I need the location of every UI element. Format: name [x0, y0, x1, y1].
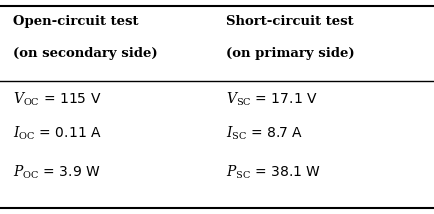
Text: (on secondary side): (on secondary side) [13, 47, 157, 60]
Text: $V_{\mathrm{OC}}$ = 115 V: $V_{\mathrm{OC}}$ = 115 V [13, 91, 102, 108]
Text: $V_{\mathrm{SC}}$ = 17.1 V: $V_{\mathrm{SC}}$ = 17.1 V [226, 91, 317, 108]
Text: (on primary side): (on primary side) [226, 47, 354, 60]
Text: Open-circuit test: Open-circuit test [13, 15, 138, 28]
Text: $I_{\mathrm{OC}}$ = 0.11 A: $I_{\mathrm{OC}}$ = 0.11 A [13, 125, 102, 143]
Text: $P_{\mathrm{SC}}$ = 38.1 W: $P_{\mathrm{SC}}$ = 38.1 W [226, 163, 321, 181]
Text: Short-circuit test: Short-circuit test [226, 15, 353, 28]
Text: $I_{\mathrm{SC}}$ = 8.7 A: $I_{\mathrm{SC}}$ = 8.7 A [226, 125, 303, 143]
Text: $P_{\mathrm{OC}}$ = 3.9 W: $P_{\mathrm{OC}}$ = 3.9 W [13, 163, 100, 181]
